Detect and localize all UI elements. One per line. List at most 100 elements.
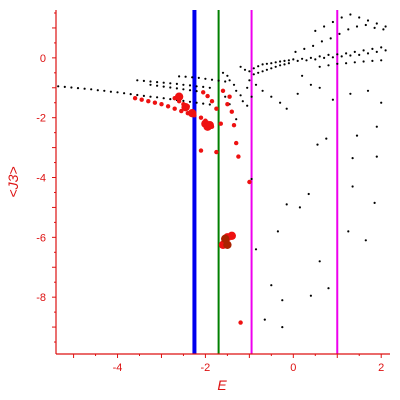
data-point: [240, 94, 242, 96]
data-point: [275, 66, 277, 68]
data-point: [222, 72, 224, 74]
data-point: [143, 80, 145, 82]
data-point: [376, 22, 378, 24]
data-point: [156, 81, 158, 83]
data-point: [371, 48, 373, 50]
data-point: [84, 88, 86, 90]
data-point: [247, 180, 251, 184]
data-point: [176, 87, 178, 89]
data-point: [385, 25, 387, 27]
data-point: [349, 54, 351, 56]
data-point: [226, 75, 228, 77]
x-axis-label: E: [217, 377, 227, 393]
data-point: [140, 98, 144, 102]
data-point: [199, 148, 203, 152]
data-point: [314, 30, 316, 32]
data-point: [189, 89, 191, 91]
data-point: [288, 62, 290, 64]
data-point: [209, 103, 211, 105]
data-point: [257, 72, 259, 74]
data-point: [358, 16, 360, 18]
data-point: [224, 96, 226, 98]
data-point: [246, 87, 248, 89]
data-point: [363, 60, 365, 62]
data-point: [319, 87, 321, 89]
data-point: [221, 89, 225, 93]
data-point: [133, 96, 137, 100]
data-point: [178, 75, 180, 77]
data-point: [365, 239, 367, 241]
data-point: [159, 102, 163, 106]
data-point: [354, 51, 356, 53]
data-point: [214, 107, 218, 111]
data-point: [189, 84, 191, 86]
data-point: [365, 24, 367, 26]
data-point: [202, 86, 204, 88]
data-point: [354, 61, 356, 63]
data-point: [248, 79, 250, 81]
x-tick-label: -2: [201, 362, 211, 374]
data-point: [199, 116, 203, 120]
data-point: [253, 73, 255, 75]
x-tick-label: 2: [378, 362, 384, 374]
data-point: [244, 69, 246, 71]
data-point: [130, 93, 132, 95]
data-point: [325, 138, 327, 140]
data-point: [232, 123, 236, 127]
data-point: [264, 319, 266, 321]
data-point: [242, 100, 244, 102]
data-point: [347, 28, 349, 30]
data-point: [270, 62, 272, 64]
data-point: [182, 100, 184, 102]
data-point: [255, 84, 257, 86]
data-point: [376, 156, 378, 158]
data-point: [338, 33, 340, 35]
data-point: [310, 84, 312, 86]
data-point: [345, 52, 347, 54]
data-point: [319, 55, 321, 57]
data-point: [209, 87, 211, 89]
data-point: [182, 84, 184, 86]
data-point: [211, 79, 213, 81]
data-point: [356, 25, 358, 27]
data-point: [196, 102, 198, 104]
data-point: [196, 90, 198, 92]
x-tick-label: 0: [290, 362, 296, 374]
data-point: [201, 90, 205, 94]
data-point: [90, 88, 92, 90]
data-point: [123, 92, 125, 94]
data-point: [163, 97, 165, 99]
data-point: [218, 80, 220, 82]
data-point: [110, 91, 112, 93]
data-point: [305, 59, 307, 61]
data-point: [204, 78, 206, 80]
data-point: [251, 96, 253, 98]
data-point: [294, 51, 296, 53]
data-point: [257, 65, 259, 67]
data-point: [341, 55, 343, 57]
data-point: [156, 85, 158, 87]
data-point: [203, 123, 211, 131]
data-point: [327, 64, 329, 66]
data-point: [367, 90, 369, 92]
y-axis-label: <J3>: [5, 166, 21, 197]
data-point: [371, 60, 373, 62]
data-point: [169, 86, 171, 88]
data-point: [255, 248, 257, 250]
data-point: [143, 95, 145, 97]
data-point: [277, 230, 279, 232]
data-point: [314, 58, 316, 60]
data-point: [292, 58, 294, 60]
data-point: [341, 16, 343, 18]
data-point: [380, 46, 382, 48]
data-point: [116, 91, 118, 93]
data-point: [235, 118, 237, 120]
data-point: [385, 49, 387, 51]
data-point: [185, 76, 187, 78]
data-point: [323, 57, 325, 59]
data-point: [286, 108, 288, 110]
data-point: [336, 53, 338, 55]
data-point: [380, 59, 382, 61]
data-point: [303, 48, 305, 50]
